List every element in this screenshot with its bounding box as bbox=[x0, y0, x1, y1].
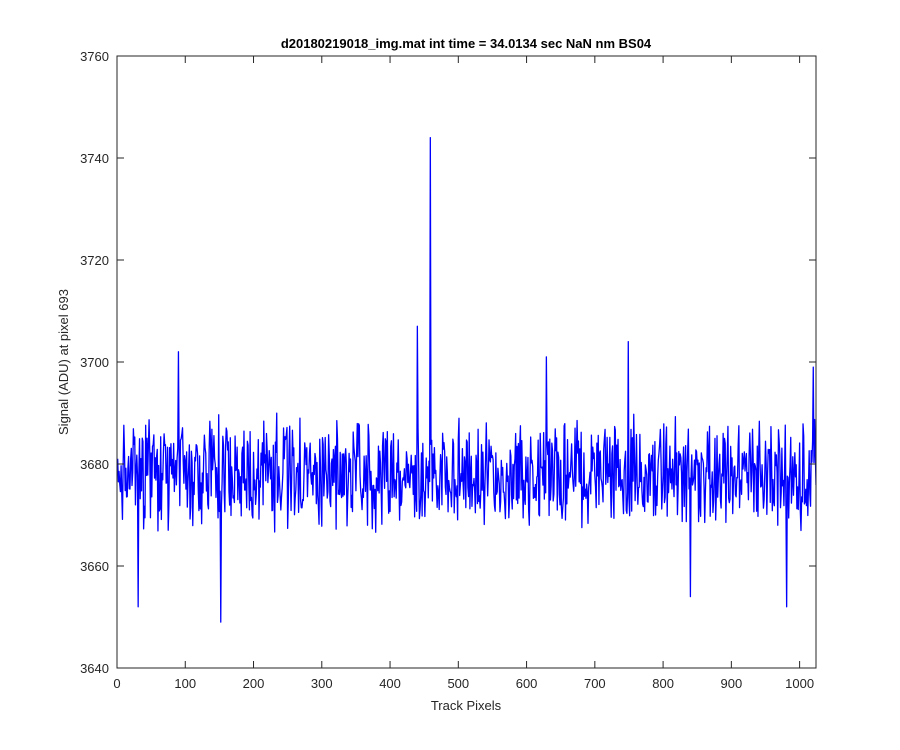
y-tick-label: 3720 bbox=[80, 253, 109, 268]
chart-title: d20180219018_img.mat int time = 34.0134 … bbox=[281, 36, 652, 51]
x-tick-label: 100 bbox=[174, 676, 196, 691]
series-layer bbox=[117, 136, 816, 623]
y-tick-label: 3740 bbox=[80, 151, 109, 166]
y-tick-label: 3640 bbox=[80, 661, 109, 676]
x-tick-label: 700 bbox=[584, 676, 606, 691]
x-tick-label: 900 bbox=[721, 676, 743, 691]
x-axis-ticks: 0 100 200 300 400 500 600 700 800 900 1000 bbox=[113, 56, 814, 691]
y-tick-label: 3700 bbox=[80, 355, 109, 370]
y-tick-label: 3760 bbox=[80, 49, 109, 64]
x-tick-label: 800 bbox=[652, 676, 674, 691]
y-axis-label: Signal (ADU) at pixel 693 bbox=[56, 289, 71, 435]
x-tick-label: 500 bbox=[447, 676, 469, 691]
x-axis-label: Track Pixels bbox=[431, 698, 502, 713]
x-tick-label: 600 bbox=[516, 676, 538, 691]
x-tick-label: 400 bbox=[379, 676, 401, 691]
signal-series-line bbox=[117, 136, 816, 623]
y-tick-label: 3680 bbox=[80, 457, 109, 472]
x-tick-label: 1000 bbox=[785, 676, 814, 691]
y-tick-label: 3660 bbox=[80, 559, 109, 574]
plot-area bbox=[117, 56, 816, 668]
y-axis-ticks: 3640 3660 3680 3700 3720 3740 3760 bbox=[80, 49, 816, 676]
x-tick-label: 0 bbox=[113, 676, 120, 691]
x-tick-label: 300 bbox=[311, 676, 333, 691]
x-tick-label: 200 bbox=[243, 676, 265, 691]
